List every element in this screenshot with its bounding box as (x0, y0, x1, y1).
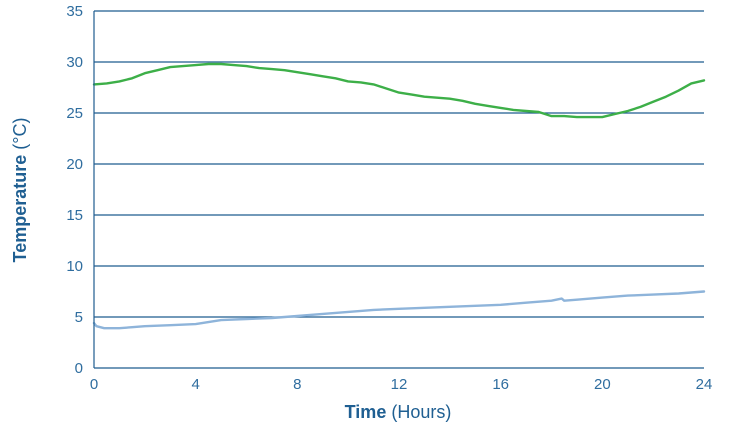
series-line-lower (92, 290, 706, 330)
series-line-upper (92, 62, 706, 119)
grid-lines (94, 10, 704, 318)
x-tick-label: 8 (293, 376, 301, 393)
y-axis-title: Temperature (°C) (10, 118, 30, 263)
y-tick-label: 0 (75, 360, 83, 377)
x-tick-label: 0 (90, 376, 98, 393)
x-tick-label: 4 (191, 376, 199, 393)
y-tick-label: 35 (66, 3, 83, 20)
x-tick-label: 16 (492, 376, 509, 393)
x-axis-title: Time (Hours) (345, 402, 452, 422)
y-tick-label: 5 (75, 309, 83, 326)
y-tick-label: 10 (66, 258, 83, 275)
y-tick-label: 15 (66, 207, 83, 224)
y-axis-title-bold: Temperature (10, 155, 30, 263)
y-tick-label: 30 (66, 54, 83, 71)
y-axis-title-unit: (°C) (10, 118, 30, 155)
y-tick-label: 25 (66, 105, 83, 122)
x-tick-label: 20 (594, 376, 611, 393)
x-tick-label: 12 (391, 376, 408, 393)
tick-labels: 0 5 10 15 20 25 30 35 0 4 8 12 16 20 24 (66, 3, 712, 393)
x-tick-label: 24 (696, 376, 713, 393)
y-tick-label: 20 (66, 156, 83, 173)
axes (93, 11, 704, 369)
x-axis-title-unit: (Hours) (386, 402, 451, 422)
series-lines (92, 62, 706, 330)
x-axis-title-bold: Time (345, 402, 387, 422)
